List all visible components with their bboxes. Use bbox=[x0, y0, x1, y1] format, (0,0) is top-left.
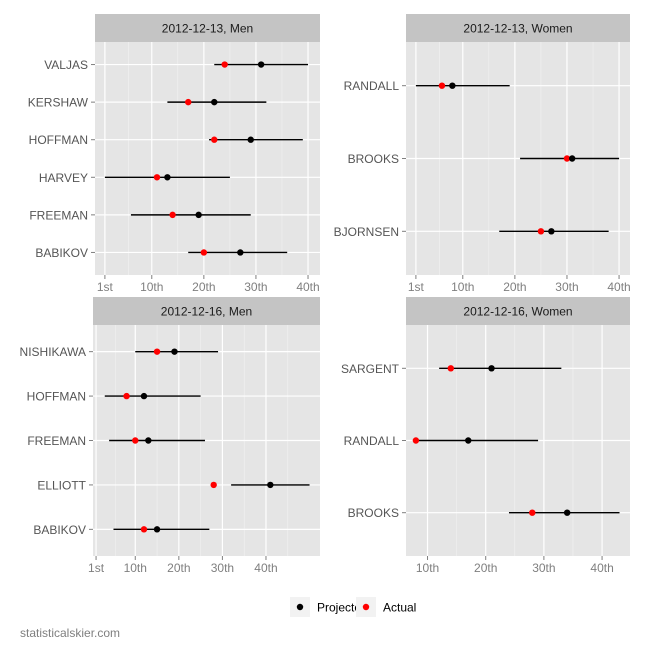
projected-point bbox=[568, 155, 576, 162]
x-tick-label: 10th bbox=[416, 561, 439, 575]
facet-strip-label: 2012-12-13, Women bbox=[463, 22, 572, 36]
projected-point bbox=[211, 98, 218, 106]
projected-point bbox=[449, 82, 456, 89]
projected-point bbox=[488, 365, 495, 372]
facet-strip-label: 2012-12-13, Men bbox=[162, 22, 253, 36]
actual-point bbox=[447, 365, 454, 372]
actual-point bbox=[132, 437, 139, 444]
facet-strip-label: 2012-12-16, Men bbox=[161, 305, 252, 319]
projected-point bbox=[257, 61, 265, 68]
actual-point bbox=[438, 82, 446, 89]
legend-label-projected: Projected bbox=[317, 601, 368, 615]
actual-point bbox=[412, 437, 420, 444]
y-tick-label: RANDALL bbox=[344, 79, 400, 93]
legend: Projected Actual bbox=[290, 597, 416, 617]
x-tick-label: 10th bbox=[124, 561, 147, 575]
projected-point bbox=[563, 509, 571, 516]
actual-point bbox=[123, 392, 130, 400]
x-tick-label: 20th bbox=[503, 280, 526, 294]
x-tick-label: 40th bbox=[296, 280, 319, 294]
facet-strip bbox=[93, 297, 320, 325]
y-tick-label: RANDALL bbox=[344, 434, 400, 448]
facet-strip bbox=[95, 14, 320, 42]
y-tick-label: BABIKOV bbox=[33, 523, 86, 537]
x-tick-label: 1st bbox=[88, 561, 105, 575]
x-tick-label: 20th bbox=[192, 280, 215, 294]
x-tick-label: 40th bbox=[590, 561, 613, 575]
projected-point bbox=[145, 437, 152, 444]
actual-point bbox=[140, 526, 148, 533]
y-tick-label: BABIKOV bbox=[35, 246, 88, 260]
y-tick-label: HOFFMAN bbox=[29, 133, 88, 147]
x-tick-label: 30th bbox=[555, 280, 578, 294]
legend-dot-actual bbox=[362, 603, 370, 611]
projected-point bbox=[171, 348, 178, 355]
y-tick-label: FREEMAN bbox=[27, 434, 86, 448]
legend-label-actual: Actual bbox=[383, 601, 416, 615]
facet-panel: 2012-12-13, Women 1st 10th 20th 30th 40th RAND… bbox=[334, 14, 631, 294]
projected-point bbox=[164, 174, 171, 181]
y-tick-label: BJORNSEN bbox=[334, 225, 399, 239]
x-tick-label: 30th bbox=[532, 561, 555, 575]
panel-background bbox=[95, 42, 320, 275]
actual-point bbox=[529, 509, 536, 516]
actual-point bbox=[563, 155, 571, 162]
x-tick-label: 1st bbox=[408, 280, 425, 294]
footer-credit: statisticalskier.com bbox=[20, 626, 120, 640]
actual-point bbox=[210, 481, 217, 489]
y-tick-label: BROOKS bbox=[348, 152, 399, 166]
x-tick-label: 30th bbox=[211, 561, 234, 575]
y-tick-label: HOFFMAN bbox=[27, 390, 86, 404]
y-tick-label: SARGENT bbox=[341, 362, 400, 376]
projected-point bbox=[195, 211, 202, 219]
actual-point bbox=[211, 136, 218, 143]
x-tick-label: 10th bbox=[140, 280, 163, 294]
facet-strip bbox=[406, 297, 630, 325]
x-tick-label: 10th bbox=[451, 280, 474, 294]
projected-point bbox=[267, 481, 274, 489]
y-tick-label: KERSHAW bbox=[28, 96, 89, 110]
x-tick-label: 1st bbox=[97, 280, 114, 294]
facet-panel: 2012-12-16, Women 10th 20th 30th 40th SARGENT… bbox=[341, 297, 630, 575]
facet-panel: 2012-12-13, Men 1st 10th 20th 30th 40th VALJAS… bbox=[28, 14, 320, 294]
x-tick-label: 40th bbox=[254, 561, 277, 575]
projected-point bbox=[237, 249, 244, 256]
x-tick-label: 30th bbox=[244, 280, 267, 294]
y-tick-label: FREEMAN bbox=[29, 208, 88, 222]
projected-point bbox=[140, 392, 148, 400]
y-tick-label: VALJAS bbox=[44, 58, 88, 72]
actual-point bbox=[153, 174, 161, 181]
facet-panel: 2012-12-16, Men 1st 10th 20th 30th 40th NISHIK… bbox=[20, 297, 320, 575]
actual-point bbox=[221, 61, 228, 68]
x-tick-label: 20th bbox=[474, 561, 497, 575]
projected-point bbox=[247, 136, 254, 143]
projected-point bbox=[465, 437, 472, 444]
x-tick-label: 20th bbox=[167, 561, 190, 575]
actual-point bbox=[200, 249, 208, 256]
actual-point bbox=[537, 228, 545, 235]
facet-strip bbox=[406, 14, 630, 42]
legend-dot-projected bbox=[296, 603, 304, 611]
projected-point bbox=[153, 526, 161, 533]
y-tick-label: BROOKS bbox=[348, 506, 399, 520]
y-tick-label: NISHIKAWA bbox=[20, 345, 86, 359]
actual-point bbox=[185, 98, 192, 106]
actual-point bbox=[153, 348, 161, 355]
facet-strip-label: 2012-12-16, Women bbox=[463, 305, 572, 319]
y-tick-label: ELLIOTT bbox=[37, 478, 86, 492]
actual-point bbox=[169, 211, 176, 219]
x-tick-label: 40th bbox=[607, 280, 630, 294]
projected-point bbox=[548, 228, 555, 235]
y-tick-label: HARVEY bbox=[39, 171, 88, 185]
